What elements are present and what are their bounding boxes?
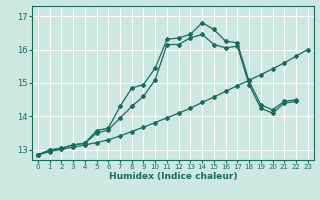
X-axis label: Humidex (Indice chaleur): Humidex (Indice chaleur) [108, 172, 237, 181]
